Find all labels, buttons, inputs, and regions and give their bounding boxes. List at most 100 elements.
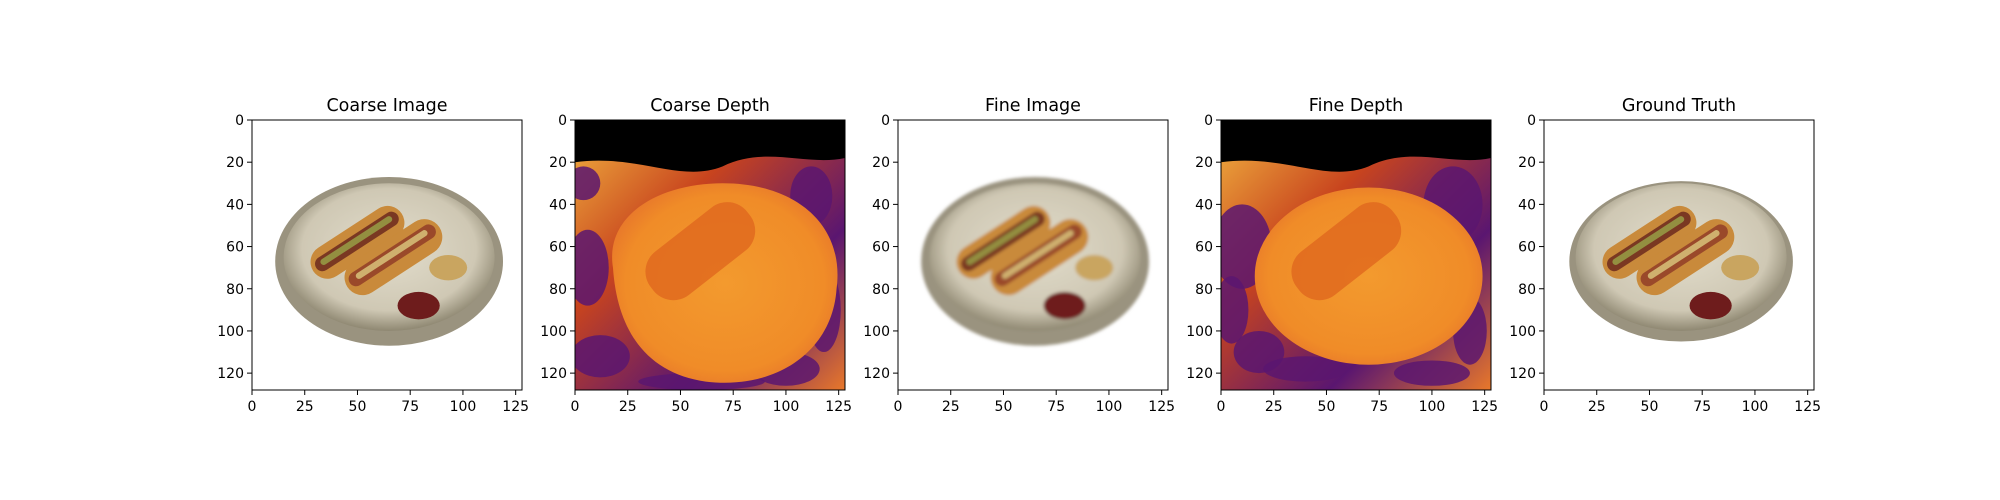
image-area <box>898 120 1168 390</box>
y-tick-label: 60 <box>1195 240 1213 256</box>
image-area <box>252 120 522 390</box>
panel-title: Coarse Image <box>326 96 447 116</box>
panel-coarse-depth: Coarse Depth 0 25 50 75 100 125 0 20 40 60 80 100 120 <box>540 96 852 415</box>
depth-object <box>612 183 838 383</box>
panel-coarse-image: Coarse Image 0 25 50 75 100 125 0 20 40 60 80 100 120 <box>217 96 529 415</box>
depth-map <box>1221 120 1491 390</box>
y-tick-label: 0 <box>1527 113 1536 129</box>
y-tick-label: 0 <box>881 113 890 129</box>
x-tick-label: 75 <box>1370 399 1388 415</box>
x-tick-label: 75 <box>1693 399 1711 415</box>
image-area <box>1544 120 1814 390</box>
plate-scene <box>921 176 1150 346</box>
depth-background <box>575 120 845 172</box>
axes-frame <box>1543 119 1815 391</box>
x-tick-label: 75 <box>724 399 742 415</box>
y-tick-label: 60 <box>872 240 890 256</box>
hotdog-1 <box>310 205 405 279</box>
x-tick-label: 25 <box>942 399 960 415</box>
image-area <box>575 120 845 390</box>
x-tick-label: 0 <box>571 399 580 415</box>
x-tick-label: 75 <box>401 399 419 415</box>
x-tick-label: 0 <box>894 399 903 415</box>
axes-frame <box>251 119 523 391</box>
depth-map <box>575 120 845 390</box>
x-tick-label: 50 <box>349 399 367 415</box>
y-tick-label: 20 <box>872 155 890 171</box>
x-tick-label: 125 <box>1471 399 1498 415</box>
axes: 0 25 50 75 100 125 0 20 40 60 80 100 120 <box>540 113 852 415</box>
panel-fine-depth: Fine Depth 0 25 50 75 100 125 0 20 40 60 80 100 120 <box>1186 96 1498 415</box>
y-tick-label: 0 <box>235 113 244 129</box>
x-tick-label: 0 <box>1217 399 1226 415</box>
x-tick-label: 125 <box>825 399 852 415</box>
y-tick-label: 0 <box>558 113 567 129</box>
plate-scene <box>1569 181 1793 342</box>
y-tick-label: 40 <box>1518 197 1536 213</box>
y-tick-label: 40 <box>226 197 244 213</box>
y-tick-label: 20 <box>226 155 244 171</box>
y-tick-label: 60 <box>549 240 567 256</box>
panel-fine-image: Fine Image 0 25 50 75 100 125 0 20 40 60 80 100 120 <box>863 96 1175 415</box>
x-tick-label: 50 <box>672 399 690 415</box>
y-tick-label: 40 <box>872 197 890 213</box>
x-tick-label: 75 <box>1047 399 1065 415</box>
x-tick-label: 25 <box>1265 399 1283 415</box>
x-tick-label: 25 <box>296 399 314 415</box>
x-tick-label: 100 <box>1742 399 1769 415</box>
y-tick-label: 100 <box>540 324 567 340</box>
axes: 0 25 50 75 100 125 0 20 40 60 80 100 120 <box>217 113 529 415</box>
y-tick-label: 120 <box>217 366 244 382</box>
y-tick-label: 100 <box>1186 324 1213 340</box>
axes: 0 25 50 75 100 125 0 20 40 60 80 100 120 <box>1509 113 1821 415</box>
panel-title: Fine Image <box>985 96 1081 116</box>
axes-frame <box>574 119 846 391</box>
x-tick-label: 100 <box>1096 399 1123 415</box>
y-tick-label: 120 <box>863 366 890 382</box>
panel-title: Fine Depth <box>1309 96 1403 116</box>
x-tick-label: 100 <box>773 399 800 415</box>
y-tick-label: 60 <box>1518 240 1536 256</box>
ketchup <box>1043 291 1086 320</box>
x-tick-label: 0 <box>248 399 257 415</box>
y-tick-label: 100 <box>217 324 244 340</box>
x-tick-label: 125 <box>1148 399 1175 415</box>
y-tick-label: 100 <box>863 324 890 340</box>
hotdog-2 <box>990 219 1089 296</box>
y-tick-label: 60 <box>226 240 244 256</box>
axes-frame <box>1220 119 1492 391</box>
x-tick-label: 0 <box>1540 399 1549 415</box>
x-tick-label: 50 <box>1641 399 1659 415</box>
axes: 0 25 50 75 100 125 0 20 40 60 80 100 120 <box>863 113 1175 415</box>
hotdog-1 <box>1602 205 1697 279</box>
axes: 0 25 50 75 100 125 0 20 40 60 80 100 120 <box>1186 113 1498 415</box>
x-tick-label: 25 <box>1588 399 1606 415</box>
y-tick-label: 40 <box>1195 197 1213 213</box>
mustard <box>429 255 468 281</box>
depth-background <box>1221 120 1491 172</box>
y-tick-label: 120 <box>1509 366 1536 382</box>
hotdog-1 <box>956 205 1051 279</box>
x-tick-label: 100 <box>450 399 477 415</box>
image-area <box>1221 120 1491 390</box>
y-tick-label: 80 <box>1518 282 1536 298</box>
mustard <box>1075 255 1114 281</box>
panel-title: Ground Truth <box>1622 96 1736 116</box>
x-tick-label: 25 <box>619 399 637 415</box>
y-tick-label: 80 <box>226 282 244 298</box>
x-tick-label: 100 <box>1419 399 1446 415</box>
x-tick-label: 50 <box>1318 399 1336 415</box>
y-tick-label: 20 <box>549 155 567 171</box>
y-tick-label: 80 <box>872 282 890 298</box>
y-tick-label: 120 <box>1186 366 1213 382</box>
axes-frame <box>897 119 1169 391</box>
y-tick-label: 20 <box>1518 155 1536 171</box>
panel-ground-truth: Ground Truth 0 25 50 75 100 125 0 20 40 60 80 100 120 <box>1509 96 1821 415</box>
y-tick-label: 100 <box>1509 324 1536 340</box>
x-tick-label: 125 <box>502 399 529 415</box>
plate-scene <box>275 176 504 346</box>
x-tick-label: 50 <box>995 399 1013 415</box>
ketchup <box>1689 291 1732 320</box>
ketchup <box>397 291 440 320</box>
